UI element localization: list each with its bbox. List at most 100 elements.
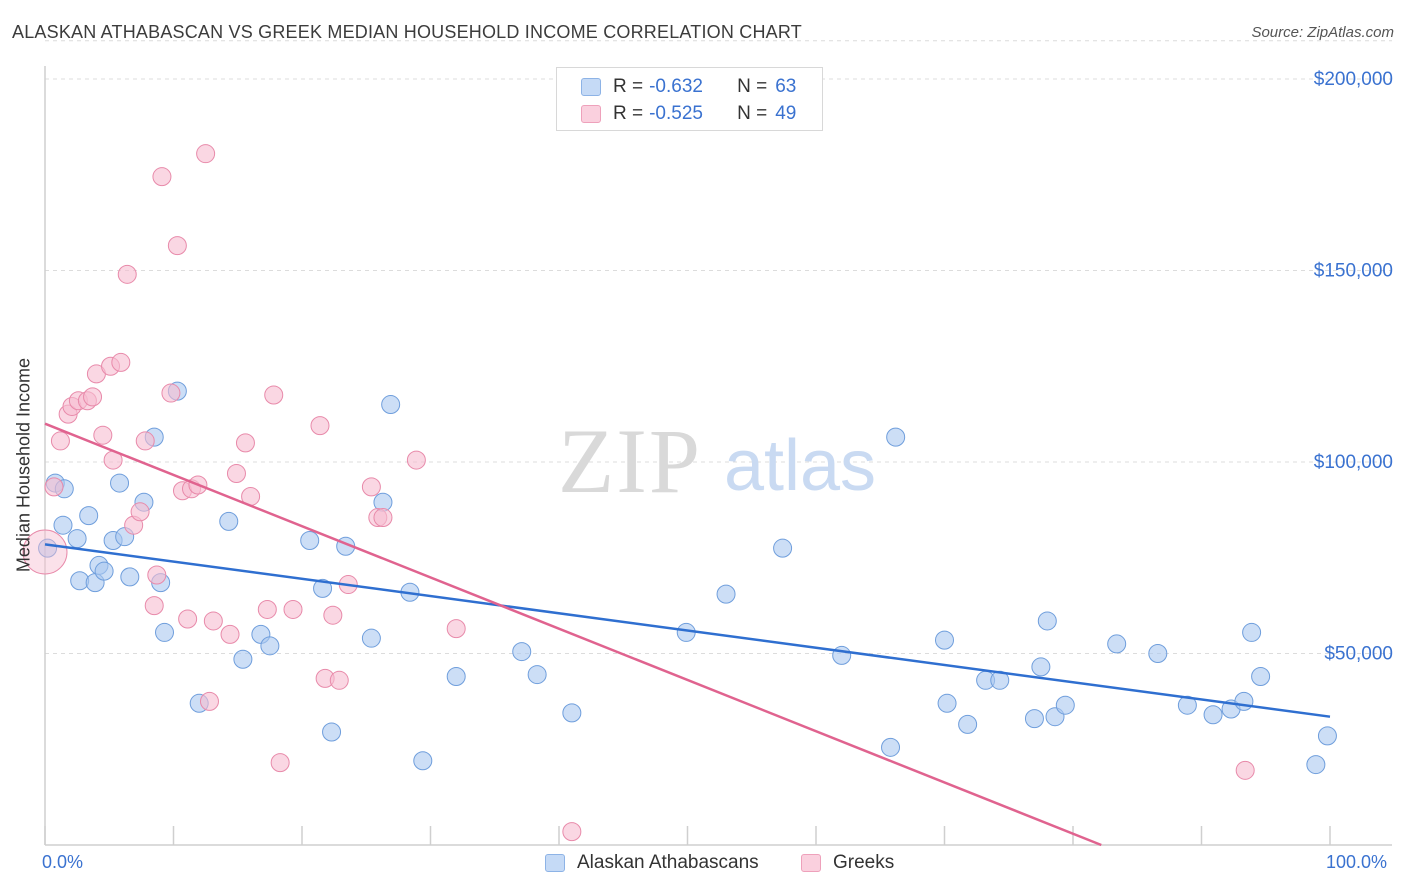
axes: [44, 66, 1392, 846]
watermark-atlas: atlas: [724, 426, 876, 506]
data-point: [1055, 695, 1075, 715]
data-point: [562, 703, 582, 723]
data-point: [219, 511, 239, 531]
data-point: [264, 385, 284, 405]
y-tick-label: $100,000: [1314, 452, 1393, 473]
data-point: [935, 630, 954, 650]
data-point: [1024, 709, 1044, 729]
data-point: [1235, 760, 1255, 780]
data-point: [135, 431, 155, 451]
data-point: [260, 636, 280, 656]
data-point: [1234, 691, 1254, 711]
legend-series-name: Alaskan Athabascans: [577, 852, 759, 873]
legend-row-blue: R = -0.632 N = 63: [581, 74, 796, 100]
legend-r-value: -0.525: [649, 103, 703, 124]
data-point: [1251, 666, 1271, 686]
data-point: [322, 722, 342, 742]
data-point: [93, 425, 113, 445]
data-point: [413, 751, 433, 771]
y-tick-label: $150,000: [1314, 261, 1393, 282]
data-point: [144, 596, 164, 616]
data-point: [1107, 634, 1127, 654]
data-point: [886, 427, 906, 447]
data-point: [117, 264, 137, 284]
legend-row-pink: R = -0.525 N = 49: [581, 101, 796, 127]
data-point: [120, 567, 140, 587]
legend-r-label: R =: [613, 103, 644, 124]
legend-n-value: 49: [775, 103, 797, 124]
data-point: [233, 649, 253, 669]
data-point: [53, 515, 73, 535]
data-point: [147, 565, 167, 585]
data-point: [94, 561, 114, 581]
data-point: [257, 599, 277, 619]
data-point: [220, 624, 240, 644]
data-point: [1031, 657, 1051, 677]
data-point: [270, 753, 290, 773]
y-tick-label: $200,000: [1314, 69, 1393, 90]
legend-swatch-blue: [545, 854, 565, 872]
data-point: [310, 416, 330, 436]
data-point: [1306, 755, 1326, 775]
data-point: [161, 383, 181, 403]
legend-r-value: -0.632: [649, 76, 703, 97]
data-point: [773, 538, 793, 558]
y-axis-label: Median Household Income: [13, 357, 34, 573]
data-point: [111, 352, 131, 372]
legend-n-label: N =: [737, 103, 768, 124]
data-point: [361, 477, 381, 497]
series-legend: Alaskan Athabascans Greeks: [0, 852, 1406, 878]
legend-n-value: 63: [775, 76, 797, 97]
data-point: [152, 167, 172, 187]
data-point: [203, 611, 223, 631]
legend-swatch-pink: [581, 105, 601, 123]
data-point: [958, 714, 978, 734]
data-point: [406, 450, 426, 470]
legend-swatch-blue: [581, 78, 601, 96]
data-point: [196, 144, 216, 164]
data-point: [1317, 726, 1337, 746]
legend-item-alaskan-athabascans: Alaskan Athabascans: [545, 852, 759, 874]
series-greeks: [22, 144, 1255, 842]
trend-line: [44, 543, 1331, 718]
data-point: [67, 529, 87, 549]
data-point: [1242, 622, 1262, 642]
data-point: [178, 609, 198, 629]
source-credit: Source: ZipAtlas.com: [1251, 24, 1394, 41]
x-tick-label-min: 0.0%: [42, 852, 84, 872]
data-point: [1148, 644, 1168, 663]
data-point: [373, 508, 393, 528]
data-point: [44, 477, 64, 497]
data-point: [22, 529, 68, 575]
legend-swatch-pink: [801, 854, 821, 872]
y-tick-labels: $50,000 $100,000 $150,000 $200,000: [1314, 69, 1393, 665]
data-point: [155, 622, 175, 642]
data-point: [226, 463, 246, 483]
watermark-zip: ZIP: [558, 410, 702, 512]
data-point: [50, 431, 70, 451]
data-point: [937, 693, 957, 713]
data-point: [235, 433, 255, 453]
data-point: [83, 387, 103, 407]
chart-title: ALASKAN ATHABASCAN VS GREEK MEDIAN HOUSE…: [12, 22, 802, 42]
data-point: [130, 502, 150, 522]
data-point: [446, 666, 466, 686]
data-point: [283, 599, 303, 619]
x-tick-label-max: 100.0%: [1326, 852, 1388, 872]
data-point: [361, 628, 381, 648]
data-point: [1037, 611, 1057, 631]
data-point: [38, 538, 58, 558]
data-point: [381, 395, 401, 415]
data-point: [1203, 705, 1223, 725]
data-point: [446, 619, 466, 639]
data-point: [300, 531, 320, 551]
legend-r-label: R =: [613, 76, 644, 97]
data-point: [329, 670, 349, 690]
data-point: [110, 473, 130, 493]
correlation-legend: R = -0.632 N = 63 R = -0.525 N = 49: [556, 67, 823, 131]
data-point: [323, 605, 343, 625]
data-point: [562, 822, 582, 842]
trend-lines: [44, 422, 1331, 847]
legend-item-greeks: Greeks: [801, 852, 894, 874]
legend-series-name: Greeks: [833, 852, 895, 873]
